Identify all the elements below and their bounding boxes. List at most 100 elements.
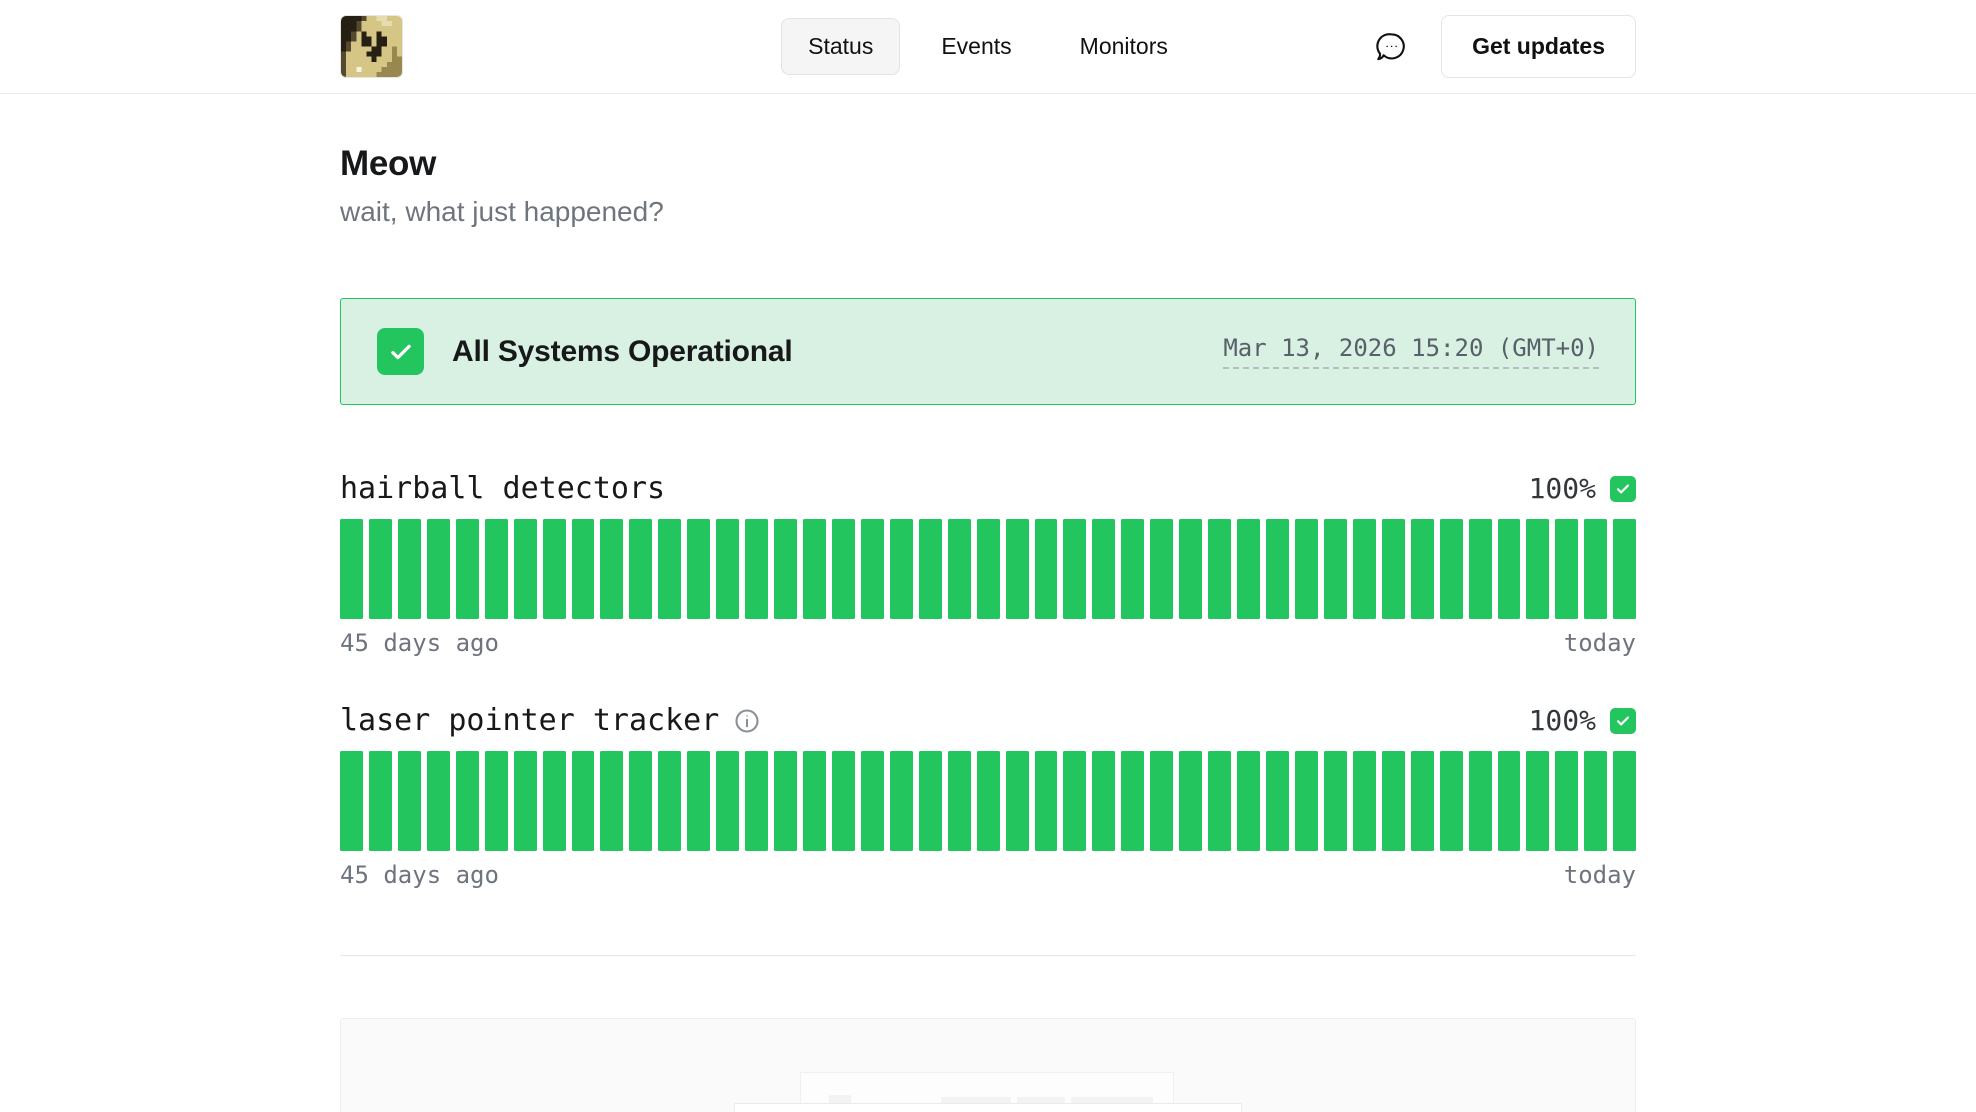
uptime-day-bar[interactable]: [600, 751, 624, 851]
uptime-day-bar[interactable]: [860, 519, 884, 619]
uptime-day-bar[interactable]: [1005, 751, 1029, 851]
uptime-day-bar[interactable]: [1294, 751, 1318, 851]
uptime-day-bar[interactable]: [629, 751, 653, 851]
uptime-day-bar[interactable]: [340, 519, 363, 619]
uptime-day-bar[interactable]: [1381, 519, 1405, 619]
uptime-day-bar[interactable]: [658, 751, 682, 851]
uptime-day-bar[interactable]: [774, 519, 797, 619]
uptime-day-bar[interactable]: [1555, 751, 1579, 851]
uptime-day-bar[interactable]: [918, 519, 942, 619]
uptime-day-bar[interactable]: [1179, 519, 1203, 619]
get-updates-button[interactable]: Get updates: [1441, 15, 1636, 78]
uptime-day-bar[interactable]: [889, 519, 913, 619]
uptime-day-bar[interactable]: [1208, 751, 1232, 851]
tab-status[interactable]: Status: [781, 18, 901, 75]
uptime-day-bar[interactable]: [658, 519, 682, 619]
uptime-day-bar[interactable]: [484, 751, 508, 851]
uptime-day-bar[interactable]: [426, 519, 450, 619]
uptime-day-bar[interactable]: [1063, 519, 1087, 619]
uptime-day-bar[interactable]: [1439, 519, 1463, 619]
uptime-day-bar[interactable]: [1294, 519, 1318, 619]
uptime-day-bar[interactable]: [397, 751, 421, 851]
uptime-day-bar[interactable]: [1584, 519, 1608, 619]
uptime-day-bar[interactable]: [1497, 519, 1521, 619]
uptime-day-bar[interactable]: [1410, 751, 1434, 851]
uptime-day-bar[interactable]: [397, 519, 421, 619]
uptime-day-bar[interactable]: [745, 751, 769, 851]
uptime-day-bar[interactable]: [571, 751, 595, 851]
uptime-day-bar[interactable]: [976, 519, 1000, 619]
uptime-day-bar[interactable]: [1005, 519, 1029, 619]
uptime-day-bar[interactable]: [542, 751, 566, 851]
uptime-day-bar[interactable]: [1584, 751, 1608, 851]
uptime-day-bar[interactable]: [1237, 519, 1260, 619]
uptime-day-bar[interactable]: [426, 751, 450, 851]
uptime-day-bar[interactable]: [1439, 751, 1463, 851]
uptime-day-bar[interactable]: [1092, 751, 1116, 851]
uptime-day-bar[interactable]: [947, 519, 971, 619]
uptime-day-bar[interactable]: [1468, 519, 1492, 619]
uptime-day-bar[interactable]: [1179, 751, 1203, 851]
uptime-day-bar[interactable]: [455, 751, 479, 851]
uptime-day-bar[interactable]: [831, 751, 855, 851]
uptime-day-bar[interactable]: [1352, 751, 1376, 851]
uptime-day-bar[interactable]: [368, 751, 392, 851]
uptime-day-bar[interactable]: [1092, 519, 1116, 619]
uptime-day-bar[interactable]: [1468, 751, 1492, 851]
uptime-day-bar[interactable]: [1034, 519, 1058, 619]
uptime-day-bar[interactable]: [1063, 751, 1087, 851]
uptime-day-bar[interactable]: [513, 519, 537, 619]
cat-logo[interactable]: [340, 15, 403, 78]
uptime-day-bar[interactable]: [1526, 519, 1550, 619]
uptime-day-bar[interactable]: [1237, 751, 1260, 851]
chat-bubble-icon[interactable]: [1371, 27, 1411, 67]
uptime-day-bar[interactable]: [687, 751, 711, 851]
uptime-day-bar[interactable]: [745, 519, 769, 619]
uptime-day-bar[interactable]: [368, 519, 392, 619]
uptime-day-bar[interactable]: [1410, 519, 1434, 619]
uptime-day-bar[interactable]: [1381, 751, 1405, 851]
uptime-day-bar[interactable]: [600, 519, 624, 619]
uptime-day-bar[interactable]: [571, 519, 595, 619]
uptime-day-bar[interactable]: [629, 519, 653, 619]
tab-monitors[interactable]: Monitors: [1079, 33, 1168, 59]
uptime-day-bar[interactable]: [803, 751, 826, 851]
uptime-day-bar[interactable]: [716, 519, 740, 619]
uptime-day-bar[interactable]: [947, 751, 971, 851]
uptime-day-bar[interactable]: [1526, 751, 1550, 851]
uptime-day-bar[interactable]: [484, 519, 508, 619]
uptime-day-bar[interactable]: [918, 751, 942, 851]
info-icon[interactable]: [733, 707, 761, 735]
uptime-day-bar[interactable]: [831, 519, 855, 619]
uptime-day-bar[interactable]: [976, 751, 1000, 851]
uptime-day-bar[interactable]: [1266, 751, 1289, 851]
status-timestamp[interactable]: Mar 13, 2026 15:20 (GMT+0): [1223, 334, 1599, 369]
check-icon: [1610, 707, 1636, 734]
uptime-day-bar[interactable]: [1266, 519, 1289, 619]
uptime-day-bar[interactable]: [1150, 751, 1174, 851]
uptime-day-bar[interactable]: [774, 751, 797, 851]
uptime-day-bar[interactable]: [1150, 519, 1174, 619]
uptime-day-bar[interactable]: [542, 519, 566, 619]
uptime-day-bar[interactable]: [513, 751, 537, 851]
uptime-day-bar[interactable]: [455, 519, 479, 619]
uptime-day-bar[interactable]: [716, 751, 740, 851]
uptime-day-bar[interactable]: [1555, 519, 1579, 619]
uptime-day-bar[interactable]: [340, 751, 363, 851]
uptime-day-bar[interactable]: [1323, 519, 1347, 619]
uptime-day-bar[interactable]: [860, 751, 884, 851]
uptime-day-bar[interactable]: [1352, 519, 1376, 619]
uptime-day-bar[interactable]: [1034, 751, 1058, 851]
uptime-day-bar[interactable]: [1613, 751, 1637, 851]
uptime-day-bar[interactable]: [687, 519, 711, 619]
tab-events[interactable]: Events: [941, 33, 1012, 59]
uptime-day-bar[interactable]: [1497, 751, 1521, 851]
uptime-day-bar[interactable]: [1323, 751, 1347, 851]
uptime-percent: 100%: [1528, 472, 1596, 505]
uptime-day-bar[interactable]: [1613, 519, 1637, 619]
uptime-day-bar[interactable]: [1121, 519, 1145, 619]
uptime-day-bar[interactable]: [1121, 751, 1145, 851]
uptime-day-bar[interactable]: [1208, 519, 1232, 619]
uptime-day-bar[interactable]: [889, 751, 913, 851]
uptime-day-bar[interactable]: [803, 519, 826, 619]
